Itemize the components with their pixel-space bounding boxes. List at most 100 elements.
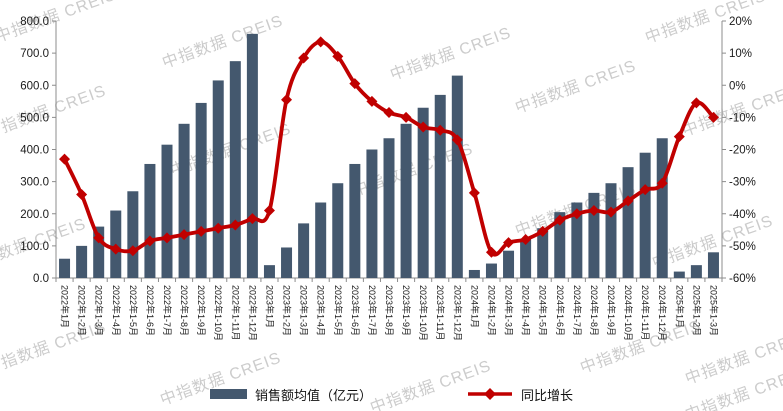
legend-bar-label: 销售额均值（亿元） bbox=[254, 387, 372, 403]
x-axis-label: 2023年1-6月 bbox=[350, 285, 361, 336]
sales-bar bbox=[366, 149, 378, 278]
sales-bar bbox=[383, 138, 395, 278]
sales-bar bbox=[400, 123, 412, 278]
legend-line-swatch bbox=[468, 388, 512, 400]
growth-line-marker bbox=[59, 153, 71, 165]
sales-bar bbox=[298, 223, 310, 278]
sales-bar bbox=[537, 228, 549, 278]
growth-line-marker bbox=[161, 232, 173, 244]
growth-line-marker bbox=[93, 232, 105, 244]
growth-line-marker bbox=[127, 245, 139, 257]
growth-line-marker bbox=[588, 205, 600, 217]
growth-line-marker bbox=[707, 111, 719, 123]
x-axis-label: 2023年1-12月 bbox=[452, 285, 463, 341]
sales-bar bbox=[417, 107, 429, 278]
x-axis-label: 2024年1-2月 bbox=[486, 285, 497, 336]
y-axis-left-label: 400.0 bbox=[20, 145, 49, 157]
sales-bar bbox=[59, 258, 71, 278]
x-axis-label: 2024年1-5月 bbox=[538, 285, 549, 336]
x-axis-label: 2022年1-8月 bbox=[179, 285, 190, 336]
growth-line-marker bbox=[76, 188, 88, 200]
y-axis-right-label: 20% bbox=[729, 16, 752, 28]
growth-line-marker bbox=[332, 50, 344, 62]
x-axis-label: 2022年1-4月 bbox=[111, 285, 122, 336]
y-axis-right-label: 0% bbox=[729, 80, 746, 92]
x-axis-label: 2023年1月 bbox=[264, 285, 275, 328]
growth-line-marker bbox=[673, 131, 685, 143]
growth-line-marker bbox=[212, 222, 224, 234]
x-axis-label: 2023年1-7月 bbox=[367, 285, 378, 336]
sales-combo-chart: 800.0 700.0 600.0 500.0 400.0 300.0 200.0 100.0… bbox=[20, 16, 756, 341]
x-axis-label: 2024年1-9月 bbox=[606, 285, 617, 336]
sales-bar bbox=[315, 202, 327, 278]
x-axis-label: 2025年1-3月 bbox=[708, 285, 719, 336]
growth-line-marker bbox=[537, 225, 549, 237]
x-axis-label: 2023年1-8月 bbox=[384, 285, 395, 336]
sales-bar bbox=[451, 75, 463, 278]
chart-legend: 销售额均值（亿元） 同比增长 bbox=[0, 381, 783, 407]
sales-bar bbox=[332, 183, 344, 278]
sales-bar bbox=[229, 61, 241, 278]
growth-line-marker bbox=[263, 205, 275, 217]
growth-line-marker bbox=[315, 36, 327, 48]
sales-bar bbox=[76, 245, 88, 278]
y-axis-left-label: 800.0 bbox=[20, 16, 49, 28]
growth-line-marker bbox=[622, 195, 634, 207]
growth-line-marker bbox=[468, 187, 480, 199]
growth-line-marker bbox=[656, 177, 668, 189]
growth-line-marker bbox=[571, 208, 583, 220]
growth-line-marker bbox=[690, 97, 702, 109]
legend-item-sales: 销售额均值（亿元） bbox=[209, 385, 372, 404]
growth-line-marker bbox=[246, 213, 258, 225]
sales-bar bbox=[263, 265, 275, 278]
sales-bar bbox=[349, 163, 361, 278]
sales-bar bbox=[212, 80, 224, 279]
y-axis-right-label: -60% bbox=[729, 273, 756, 285]
x-axis-label: 2023年1-11月 bbox=[435, 285, 446, 340]
growth-line-marker bbox=[503, 237, 515, 249]
y-axis-left-label: 100.0 bbox=[20, 241, 49, 253]
x-axis-label: 2023年1-4月 bbox=[316, 285, 327, 336]
growth-line-marker bbox=[383, 107, 395, 119]
y-axis-right-label: 10% bbox=[729, 48, 752, 60]
growth-line-marker bbox=[195, 225, 207, 237]
sales-bar bbox=[605, 183, 617, 278]
growth-line-marker bbox=[110, 243, 122, 255]
x-axis-label: 2022年1-10月 bbox=[213, 285, 224, 341]
x-axis-label: 2022年1-3月 bbox=[94, 285, 105, 336]
x-axis-label: 2024年1-8月 bbox=[589, 285, 600, 336]
x-axis-label: 2024年1-4月 bbox=[521, 285, 532, 336]
sales-bar bbox=[195, 102, 207, 278]
sales-bar bbox=[639, 152, 651, 278]
growth-line-marker bbox=[605, 206, 617, 218]
y-axis-left-label: 700.0 bbox=[20, 48, 49, 60]
sales-bar bbox=[554, 212, 566, 278]
x-axis-label: 2023年1-9月 bbox=[401, 285, 412, 336]
y-axis-right-label: -50% bbox=[729, 241, 756, 253]
growth-line-marker bbox=[298, 52, 310, 64]
growth-line-marker bbox=[144, 235, 156, 247]
growth-line-marker bbox=[520, 233, 532, 245]
sales-bar bbox=[520, 239, 532, 278]
x-axis-label: 2024年1月 bbox=[469, 285, 480, 328]
x-axis-label: 2022年1月 bbox=[60, 285, 71, 328]
y-axis-left-label: 300.0 bbox=[20, 177, 49, 189]
growth-line-marker bbox=[417, 121, 429, 133]
x-axis-label: 2023年1-2月 bbox=[282, 285, 293, 336]
legend-bar-swatch bbox=[209, 389, 247, 399]
x-axis-label: 2023年1-10月 bbox=[418, 285, 429, 341]
sales-bar bbox=[246, 33, 258, 278]
y-axis-right-label: -20% bbox=[729, 145, 756, 157]
growth-line-marker bbox=[366, 95, 378, 107]
x-axis-label: 2024年1-3月 bbox=[504, 285, 515, 336]
growth-line-marker bbox=[451, 134, 463, 146]
x-axis-label: 2023年1-5月 bbox=[333, 285, 344, 336]
x-axis-label: 2022年1-7月 bbox=[162, 285, 173, 336]
growth-line-marker bbox=[485, 246, 497, 258]
legend-item-growth: 同比增长 bbox=[467, 385, 573, 404]
sales-bar bbox=[673, 271, 685, 278]
sales-bar bbox=[622, 167, 634, 278]
sales-bar bbox=[468, 269, 480, 278]
sales-bar bbox=[144, 163, 156, 278]
